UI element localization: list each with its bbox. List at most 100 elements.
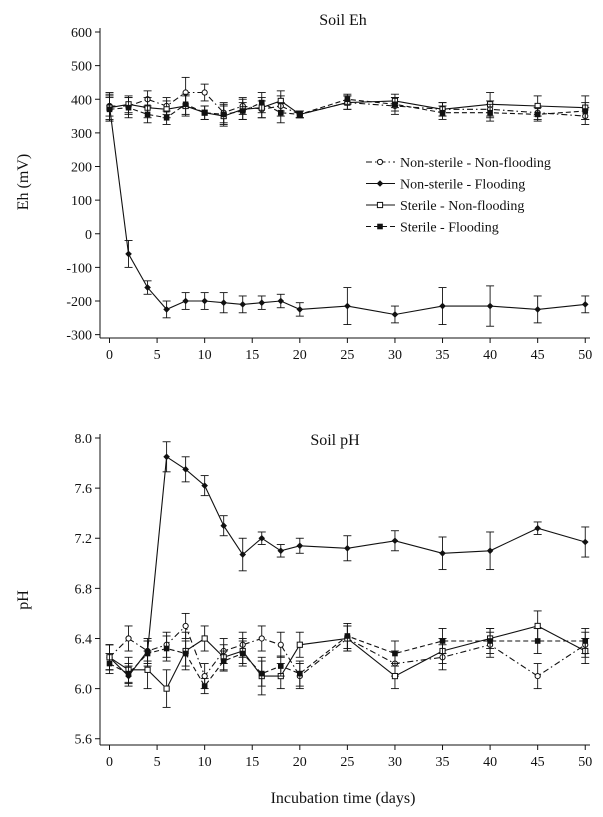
ph-data-point: [582, 638, 589, 644]
eh-legend: Non-sterile - Non-flooding Non-sterile - …: [366, 156, 551, 236]
eh-data-point: [201, 297, 208, 305]
ph-data-point: [163, 645, 170, 652]
eh-data-point: [201, 89, 208, 96]
eh-data-point: [163, 114, 170, 121]
ph-data-point: [182, 650, 189, 657]
eh-x-tick-label: 5: [154, 348, 161, 363]
ph-x-tick-label: 15: [245, 755, 259, 770]
eh-x-tick-label: 10: [198, 348, 212, 363]
legend-marker: [377, 223, 383, 230]
ph-data-point: [106, 660, 113, 667]
ph-y-axis-label: pH: [15, 590, 32, 610]
ph-x-tick-label: 50: [578, 755, 592, 770]
ph-y-tick-label: 5.6: [75, 733, 93, 748]
ph-data-point: [125, 670, 132, 677]
legend-label: Non-sterile - Non-flooding: [400, 156, 551, 171]
eh-data-point: [163, 306, 170, 313]
ph-y-tick-label: 6.4: [75, 632, 93, 647]
eh-data-point: [296, 306, 304, 313]
eh-y-tick-label: 300: [71, 127, 92, 142]
eh-y-tick-label: 200: [71, 161, 92, 176]
eh-data-point: [439, 109, 446, 116]
ph-data-point: [534, 638, 541, 644]
ph-data-point: [182, 622, 189, 630]
ph-data-point: [258, 534, 266, 542]
ph-data-point: [277, 641, 284, 648]
ph-data-point: [201, 672, 208, 680]
legend-marker: [376, 158, 384, 166]
eh-y-tick-label: -100: [66, 261, 92, 276]
ph-data-point: [220, 522, 227, 530]
eh-y-tick-label: 400: [71, 93, 92, 108]
legend-label: Sterile - Flooding: [400, 221, 499, 236]
eh-data-point: [277, 109, 284, 116]
ph-data-point: [296, 641, 303, 648]
eh-y-tick-label: 0: [85, 228, 92, 243]
eh-data-point: [201, 109, 208, 116]
eh-data-point: [258, 299, 266, 306]
eh-series-line: [109, 91, 586, 117]
ph-x-tick-label: 20: [293, 755, 307, 770]
eh-y-tick-label: 600: [71, 26, 92, 41]
ph-y-tick-label: 6.8: [75, 582, 93, 597]
ph-y-tick-label: 7.6: [75, 482, 93, 497]
ph-y-tick-label: 8.0: [75, 432, 93, 447]
ph-data-point: [163, 453, 170, 461]
ph-data-point: [297, 670, 303, 677]
ph-y-tick-label: 7.2: [75, 532, 93, 547]
ph-x-tick-label: 30: [388, 755, 402, 770]
eh-data-point: [486, 302, 494, 310]
eh-x-tick-label: 20: [293, 348, 307, 363]
legend-label: Non-sterile - Flooding: [400, 178, 525, 193]
ph-data-point: [277, 663, 284, 669]
eh-data-point: [106, 106, 113, 113]
ph-y-tick-label: 6.0: [75, 683, 93, 698]
ph-data-point: [201, 683, 208, 689]
eh-x-tick-label: 25: [340, 348, 354, 363]
legend-marker: [376, 180, 384, 187]
eh-data-point: [258, 99, 265, 106]
eh-chart: Soil Eh Eh (mV) Non-sterile - Non-floodi…: [15, 12, 592, 363]
ph-data-point: [581, 538, 589, 546]
eh-x-tick-label: 35: [436, 348, 450, 363]
legend-item: Sterile - Flooding: [366, 221, 499, 236]
legend-item: Non-sterile - Non-flooding: [366, 156, 551, 171]
eh-y-axis-label: Eh (mV): [15, 154, 32, 210]
eh-data-point: [182, 101, 189, 108]
eh-data-point: [297, 111, 303, 118]
ph-x-tick-label: 40: [483, 755, 497, 770]
eh-data-point: [344, 96, 351, 103]
ph-data-point: [201, 635, 208, 642]
ph-data-point: [258, 670, 265, 677]
eh-data-point: [534, 306, 541, 313]
ph-data-point: [239, 650, 246, 657]
eh-data-point: [391, 311, 399, 318]
eh-data-point: [220, 111, 227, 118]
ph-x-tick-label: 35: [436, 755, 450, 770]
eh-y-tick-label: -300: [66, 329, 92, 344]
eh-x-tick-label: 40: [483, 348, 497, 363]
ph-data-point: [439, 549, 446, 557]
eh-y-tick-label: 500: [71, 60, 92, 75]
ph-data-point: [277, 547, 285, 555]
ph-data-point: [144, 650, 151, 657]
ph-data-point: [239, 551, 247, 558]
eh-data-point: [125, 104, 132, 111]
ph-data-point: [487, 638, 493, 644]
eh-data-point: [220, 299, 227, 306]
eh-data-point: [239, 108, 246, 114]
ph-x-tick-label: 5: [154, 755, 161, 770]
eh-data-point: [144, 284, 151, 291]
eh-x-tick-label: 45: [531, 348, 545, 363]
legend-item: Non-sterile - Flooding: [366, 178, 525, 193]
legend-label: Sterile - Non-flooding: [400, 199, 524, 214]
eh-data-point: [439, 302, 446, 310]
ph-data-point: [391, 672, 399, 680]
eh-data-point: [392, 101, 398, 108]
eh-series-2: [105, 92, 590, 327]
ph-chart-title: Soil pH: [310, 432, 360, 449]
eh-data-point: [487, 109, 493, 116]
ph-data-point: [220, 658, 227, 664]
eh-data-point: [144, 111, 151, 118]
